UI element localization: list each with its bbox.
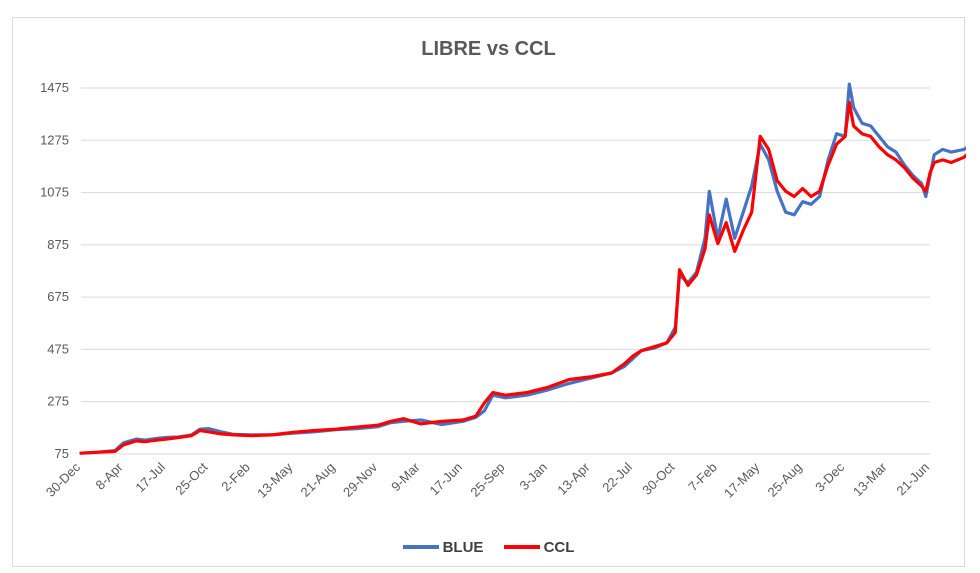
x-tick-label: 22-Jul	[599, 459, 635, 495]
y-tick-label: 675	[47, 289, 69, 304]
x-tick-label: 21-Aug	[298, 460, 338, 500]
x-tick-label: 3-Jan	[516, 460, 550, 494]
y-tick-label: 475	[47, 341, 69, 356]
x-tick-label: 25-Aug	[765, 460, 805, 500]
chart-legend: BLUE CCL	[13, 536, 964, 556]
y-tick-label: 1075	[40, 185, 69, 200]
x-tick-label: 25-Sep	[467, 460, 507, 500]
y-tick-label: 275	[47, 394, 69, 409]
x-tick-label: 17-Jul	[132, 459, 168, 495]
x-tick-label: 13-May	[254, 459, 296, 501]
x-tick-label: 13-Mar	[850, 459, 890, 499]
legend-swatch-ccl	[503, 545, 540, 549]
chart-title: LIBRE vs CCL	[421, 38, 556, 60]
series-line-blue	[79, 82, 966, 455]
x-tick-label: 9-Mar	[388, 459, 423, 494]
x-tick-label: 13-Apr	[554, 459, 593, 498]
x-tick-label: 21-Jun	[893, 460, 932, 499]
x-tick-label: 3-Dec	[812, 459, 847, 494]
x-tick-label: 30-Dec	[43, 459, 84, 500]
x-tick-label: 25-Oct	[172, 459, 210, 497]
y-tick-label: 1275	[40, 132, 69, 147]
x-tick-label: 17-Jun	[426, 460, 465, 499]
y-tick-label: 875	[47, 237, 69, 252]
y-tick-label: 75	[55, 446, 69, 461]
x-tick-label: 2-Feb	[218, 460, 253, 495]
chart-frame: LIBRE vs CCL 75 275 475 675 875 1075 1275 1475 3…	[12, 17, 966, 567]
x-tick-label: 17-May	[721, 459, 763, 501]
legend-swatch-blue	[402, 545, 439, 549]
x-tick-label: 8-Apr	[92, 459, 126, 493]
legend-item-blue: BLUE	[402, 538, 484, 556]
y-tick-label: 1475	[40, 80, 69, 95]
legend-label-blue: BLUE	[442, 538, 484, 556]
x-tick-label: 30-Oct	[639, 459, 677, 497]
legend-label-ccl: CCL	[543, 538, 575, 556]
x-tick-label: 29-Nov	[340, 459, 381, 500]
x-tick-label: 7-Feb	[685, 460, 720, 495]
legend-item-ccl: CCL	[503, 538, 575, 556]
series-line-ccl	[79, 100, 966, 455]
